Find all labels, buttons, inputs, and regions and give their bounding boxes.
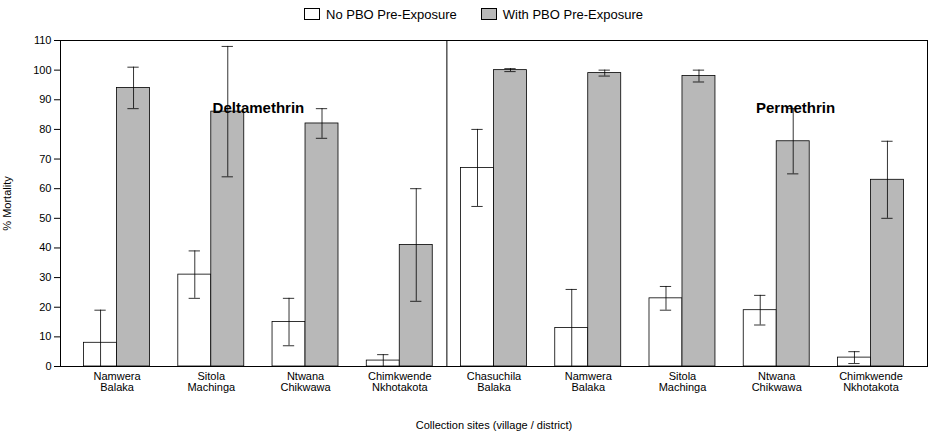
svg-text:70: 70 xyxy=(39,153,51,165)
svg-text:50: 50 xyxy=(39,212,51,224)
svg-text:60: 60 xyxy=(39,182,51,194)
svg-text:SitolaMachinga: SitolaMachinga xyxy=(187,370,236,393)
svg-text:Collection sites (village / di: Collection sites (village / district) xyxy=(416,419,573,431)
svg-text:NtwanaChikwawa: NtwanaChikwawa xyxy=(752,370,803,393)
svg-text:NamweraBalaka: NamweraBalaka xyxy=(565,370,613,393)
svg-text:Permethrin: Permethrin xyxy=(756,99,835,116)
svg-text:ChimkwendeNkhotakota: ChimkwendeNkhotakota xyxy=(839,370,903,393)
svg-text:NtwanaChikwawa: NtwanaChikwawa xyxy=(280,370,331,393)
html-text:With PBO Pre-Exposure: With PBO Pre-Exposure xyxy=(502,6,643,22)
svg-text:110: 110 xyxy=(34,34,52,46)
svg-text:ChimkwendeNkhotakota: ChimkwendeNkhotakota xyxy=(368,370,432,393)
svg-text:80: 80 xyxy=(39,123,51,135)
svg-text:30: 30 xyxy=(39,271,51,283)
svg-text:10: 10 xyxy=(39,330,51,342)
svg-text:90: 90 xyxy=(39,93,51,105)
svg-text:40: 40 xyxy=(39,241,51,253)
svg-text:% Mortality: % Mortality xyxy=(1,176,13,231)
svg-text:NamweraBalaka: NamweraBalaka xyxy=(94,370,142,393)
svg-text:SitolaMachinga: SitolaMachinga xyxy=(659,370,708,393)
svg-text:100: 100 xyxy=(33,64,51,76)
svg-text:0: 0 xyxy=(45,360,51,372)
svg-text:Deltamethrin: Deltamethrin xyxy=(213,99,305,116)
svg-text:20: 20 xyxy=(39,301,51,313)
html-text:No PBO Pre-Exposure: No PBO Pre-Exposure xyxy=(326,6,457,22)
svg-text:ChasuchilaBalaka: ChasuchilaBalaka xyxy=(467,370,522,393)
